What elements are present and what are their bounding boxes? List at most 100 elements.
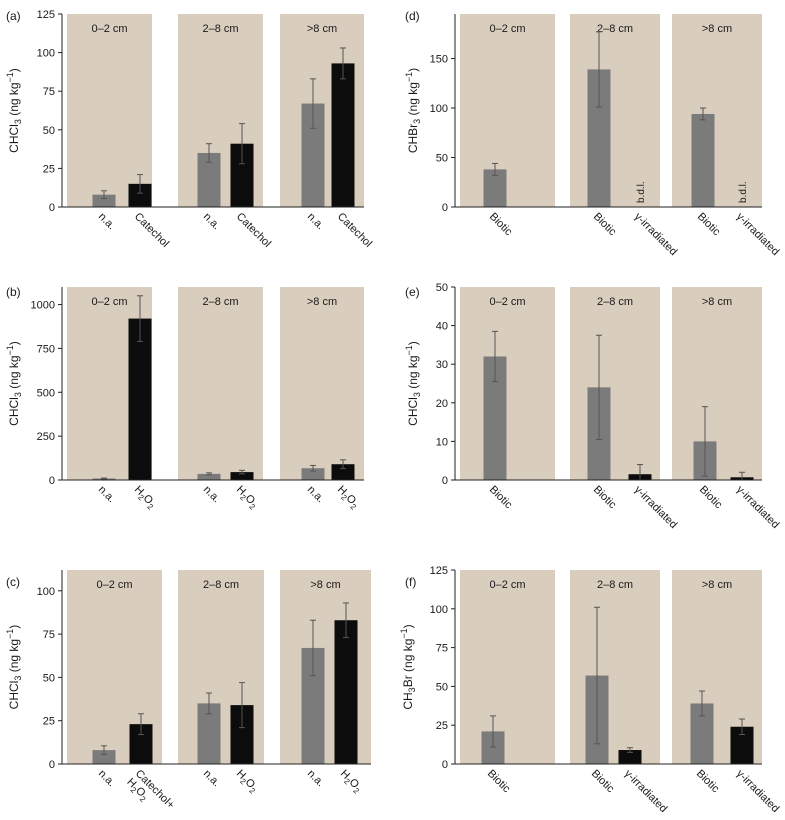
error-bar	[239, 682, 245, 729]
tick-label: n.a.	[305, 768, 326, 789]
depth-label: 2–8 cm	[597, 579, 633, 591]
tick-label: Catechol	[132, 211, 171, 250]
depth-label: 2–8 cm	[597, 296, 633, 308]
error-bar	[101, 745, 107, 755]
tick-label: Biotic	[485, 768, 513, 796]
error-bar	[206, 692, 212, 715]
depth-panel	[67, 14, 152, 207]
y-axis-label: CHCl3 (ng kg−1)	[5, 341, 23, 426]
error-bar	[137, 295, 143, 342]
bar	[230, 472, 254, 480]
y-tick-label: 75	[43, 86, 55, 98]
y-tick-label: 10	[436, 436, 448, 448]
bar	[331, 464, 355, 480]
error-bar	[239, 123, 245, 165]
error-bar	[700, 107, 706, 121]
bar	[92, 194, 116, 207]
y-tick-label: 0	[49, 759, 55, 771]
bar	[301, 468, 325, 480]
y-axis-label: CHCl3 (ng kg−1)	[404, 341, 422, 426]
tick-label: γ-irradiated	[632, 484, 679, 531]
tick-label: γ-irradiated	[734, 768, 781, 815]
bar	[618, 750, 642, 764]
bar	[483, 356, 507, 480]
y-tick-label: 0	[442, 475, 448, 487]
error-bar	[206, 143, 212, 163]
error-bar	[627, 747, 633, 753]
y-tick-label: 30	[436, 359, 448, 371]
tick-label: γ-irradiated	[622, 768, 669, 815]
y-tick-label: 125	[430, 565, 448, 577]
error-bar	[492, 162, 498, 176]
error-bar	[101, 477, 107, 480]
y-tick-label: 40	[436, 321, 448, 333]
bar	[587, 69, 611, 207]
bar	[129, 724, 153, 764]
tick-label: n.a.	[201, 211, 222, 232]
error-bar	[137, 174, 143, 194]
y-tick-label: 500	[37, 387, 55, 399]
error-bar	[101, 190, 107, 200]
tick-label: Biotic	[694, 768, 722, 796]
tick-label: Biotic	[695, 211, 723, 239]
tick-label: H2O2	[232, 484, 260, 512]
tick-label: n.a.	[305, 484, 326, 505]
depth-panel	[460, 570, 555, 764]
panel-label: (c)	[6, 575, 20, 589]
bar	[483, 169, 507, 207]
depth-panel	[460, 14, 555, 207]
error-bar	[594, 606, 600, 745]
error-bar	[138, 713, 144, 736]
y-tick-label: 75	[43, 629, 55, 641]
depth-label: 0–2 cm	[91, 296, 127, 308]
y-axis-label: CHBr3 (ng kg−1)	[404, 68, 422, 153]
y-tick-label: 75	[436, 643, 448, 655]
chart-a: 0–2 cm 2–8 cm >8 cm n.a. Catechol n.a. Catecho…	[5, 9, 374, 250]
tick-label: n.a.	[201, 768, 222, 789]
panel-label: (d)	[405, 9, 420, 23]
y-tick-label: 25	[436, 720, 448, 732]
depth-panel	[570, 287, 660, 480]
tick-label: γ-irradiated	[734, 484, 781, 531]
error-bar	[310, 619, 316, 677]
chart-e: 0–2 cm 2–8 cm >8 cm Biotic Biotic γ-irradiate…	[404, 282, 781, 531]
tick-label: γ-irradiated	[632, 211, 679, 258]
bdl-note: b.d.l.	[738, 181, 749, 203]
tick-label: H2O2	[130, 484, 158, 512]
y-tick-label: 50	[43, 125, 55, 137]
y-tick-label: 50	[436, 282, 448, 294]
y-tick-label: 150	[430, 54, 448, 66]
depth-label: 2–8 cm	[202, 23, 238, 35]
bar	[301, 103, 325, 207]
bar	[691, 113, 715, 207]
tick-label: n.a.	[96, 768, 117, 789]
depth-label: 0–2 cm	[91, 23, 127, 35]
depth-panel	[570, 14, 660, 207]
y-tick-label: 20	[436, 398, 448, 410]
bar	[334, 620, 358, 764]
tick-label: Catechol	[234, 211, 273, 250]
error-bar	[206, 472, 212, 476]
tick-label: H2O2	[232, 768, 260, 796]
tick-label: n.a.	[201, 484, 222, 505]
depth-panel	[672, 287, 762, 480]
y-tick-label: 250	[37, 431, 55, 443]
y-tick-label: 50	[43, 672, 55, 684]
tick-label: n.a.	[305, 211, 326, 232]
tick-label: Biotic	[589, 768, 617, 796]
tick-label: Catechol	[335, 211, 374, 250]
depth-label: 0–2 cm	[96, 579, 132, 591]
bar	[730, 726, 754, 764]
y-axis-label: CHCl3 (ng kg−1)	[5, 625, 23, 710]
depth-label: 0–2 cm	[489, 23, 525, 35]
depth-panel	[460, 287, 555, 480]
depth-panel	[570, 570, 660, 764]
panel-label: (b)	[6, 285, 21, 299]
error-bar	[492, 330, 498, 383]
tick-label: Biotic	[697, 484, 725, 512]
chart-c: 0–2 cm 2–8 cm >8 cm n.a. Catechol+H2O2 n.a. H2…	[5, 570, 371, 811]
bar	[690, 703, 714, 764]
y-tick-label: 100	[430, 604, 448, 616]
error-bar	[310, 78, 316, 129]
tick-label: n.a.	[96, 484, 117, 505]
